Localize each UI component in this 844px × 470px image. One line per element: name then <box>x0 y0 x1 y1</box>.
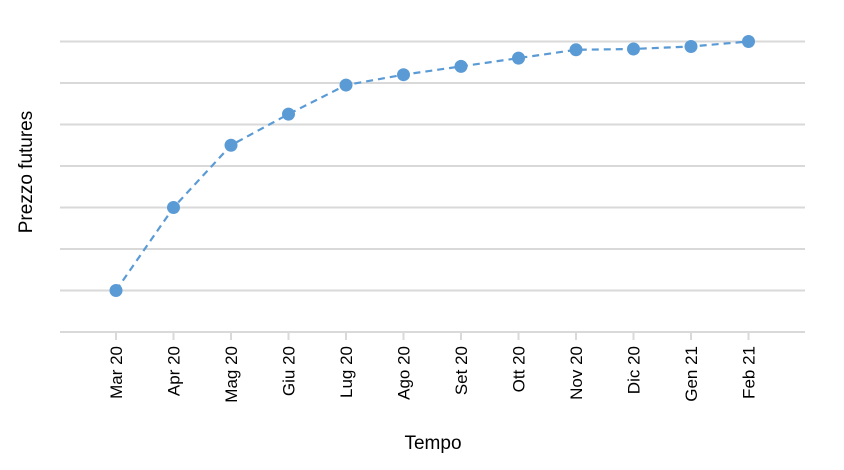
x-tick-label: Dic 20 <box>625 346 644 394</box>
data-point <box>397 68 410 82</box>
x-tick-labels: Mar 20 Apr 20 Mag 20 Giu 20 Lug 20 Ago 20 Set … <box>107 346 759 403</box>
x-tick-label: Giu 20 <box>280 346 299 396</box>
x-tick-label: Gen 21 <box>682 346 701 402</box>
x-tick-label: Lug 20 <box>337 346 356 398</box>
x-tick-label: Nov 20 <box>567 346 586 400</box>
data-point <box>627 42 640 56</box>
x-tick-label: Set 20 <box>452 346 471 395</box>
x-tick-label: Mag 20 <box>222 346 241 403</box>
x-ticks <box>115 332 750 340</box>
data-point <box>339 78 353 92</box>
data-point <box>512 51 525 65</box>
x-tick-label: Mar 20 <box>107 346 126 399</box>
data-point <box>109 284 123 297</box>
series-line <box>115 40 749 292</box>
y-axis-title: Prezzo futures <box>16 111 37 234</box>
series <box>109 35 755 297</box>
data-point <box>167 201 180 214</box>
data-point <box>742 35 755 48</box>
x-tick-label: Apr 20 <box>165 346 184 396</box>
data-point <box>454 59 468 73</box>
x-tick-label: Ago 20 <box>395 346 414 400</box>
x-axis-title: Tempo <box>404 433 461 454</box>
gridlines <box>60 40 805 333</box>
x-tick-label: Feb 21 <box>740 346 759 399</box>
data-point <box>569 43 583 57</box>
data-point <box>684 39 698 53</box>
data-point <box>224 138 238 152</box>
data-point <box>282 107 295 121</box>
x-tick-label: Ott 20 <box>510 346 529 392</box>
